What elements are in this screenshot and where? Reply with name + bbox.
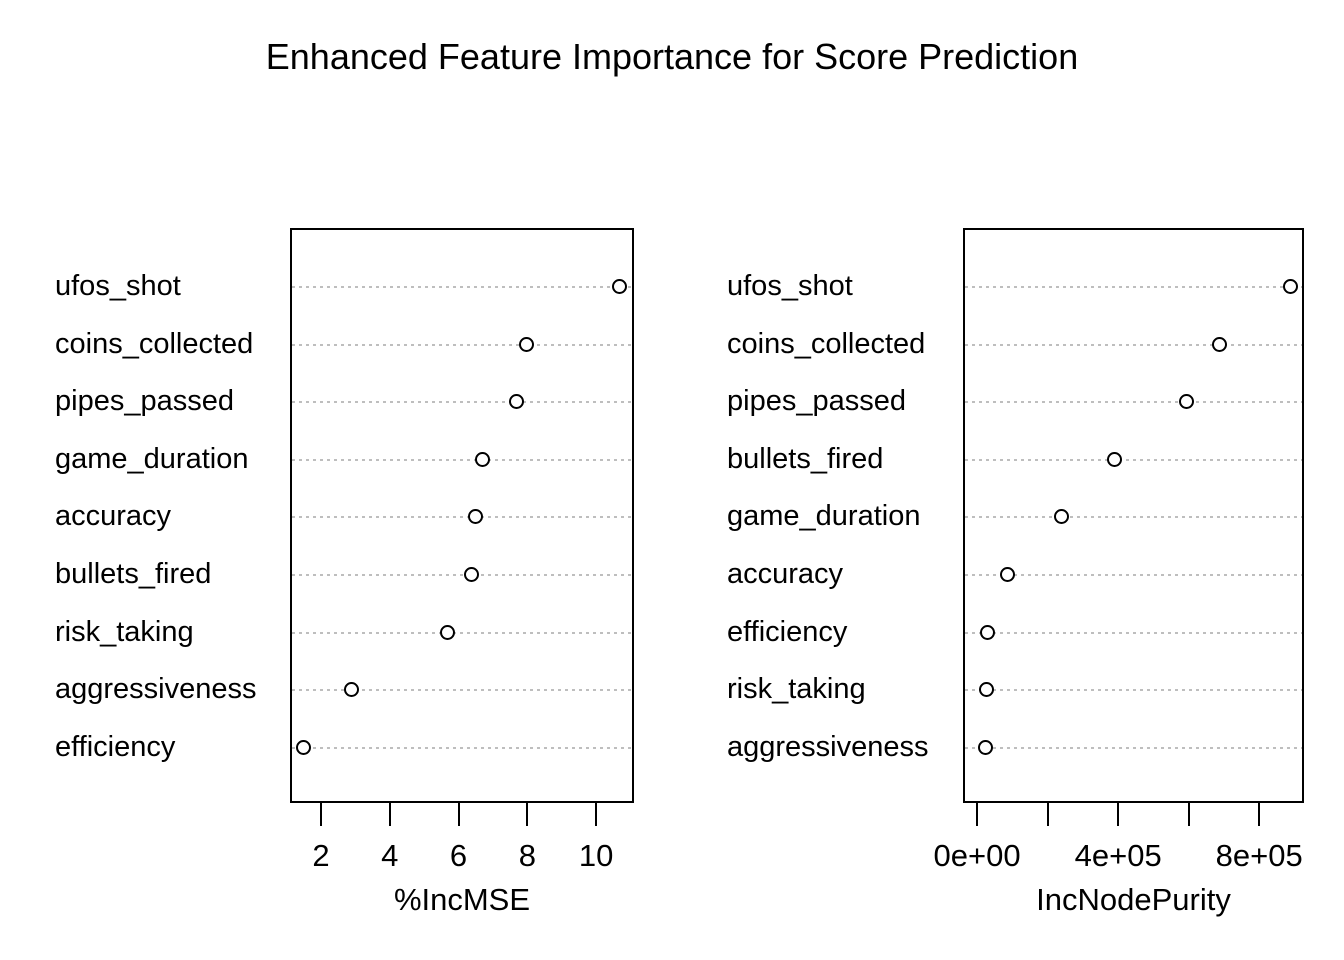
- plot-box: [290, 228, 634, 803]
- grid-line: [292, 746, 632, 749]
- data-point: [440, 624, 456, 640]
- tick-label: 10: [578, 838, 614, 873]
- data-point: [1178, 394, 1194, 410]
- tick-label: 2: [312, 838, 330, 873]
- category-label: pipes_passed: [727, 385, 906, 418]
- grid-line: [292, 343, 632, 346]
- x-axis-label: %IncMSE: [393, 882, 531, 917]
- grid-line: [292, 689, 632, 692]
- tick-label: 0e+00: [933, 838, 1021, 873]
- category-label: risk_taking: [55, 615, 194, 648]
- grid-line: [965, 574, 1302, 576]
- axis-tick: [1046, 803, 1049, 826]
- category-label: ufos_shot: [55, 269, 181, 302]
- grid-line: [965, 343, 1302, 346]
- axis-tick: [1258, 803, 1261, 826]
- data-point: [343, 682, 359, 698]
- grid-line: [965, 516, 1302, 519]
- data-point: [1212, 336, 1228, 352]
- category-label: coins_collected: [55, 327, 254, 360]
- grid-line: [965, 746, 1302, 749]
- category-label: efficiency: [55, 730, 176, 763]
- grid-line: [292, 574, 632, 576]
- data-point: [295, 739, 311, 755]
- grid-line: [965, 458, 1302, 461]
- grid-line: [965, 286, 1302, 288]
- data-point: [464, 567, 480, 582]
- plot-box: [963, 228, 1304, 803]
- category-label: bullets_fired: [55, 557, 212, 590]
- tick-label: 8: [518, 838, 536, 873]
- axis-tick: [976, 803, 979, 826]
- category-label: aggressiveness: [55, 673, 257, 706]
- grid-line: [292, 631, 632, 634]
- axis-tick: [388, 803, 391, 826]
- axis-tick: [526, 803, 529, 826]
- grid-line: [292, 458, 632, 461]
- category-label: accuracy: [55, 500, 172, 533]
- tick-label: 8e+05: [1215, 838, 1303, 873]
- category-label: aggressiveness: [727, 730, 929, 763]
- data-point: [978, 682, 994, 698]
- data-point: [1053, 509, 1069, 525]
- data-point: [509, 394, 525, 410]
- tick-label: 4e+05: [1074, 838, 1162, 873]
- chart-title: Enhanced Feature Importance for Score Pr…: [265, 36, 1079, 77]
- category-label: risk_taking: [727, 673, 866, 706]
- category-label: ufos_shot: [727, 269, 853, 302]
- category-label: coins_collected: [727, 327, 926, 360]
- axis-tick: [1187, 803, 1190, 826]
- data-point: [1106, 451, 1122, 467]
- data-point: [519, 336, 535, 352]
- category-label: accuracy: [727, 557, 844, 590]
- data-point: [612, 279, 628, 294]
- axis-tick: [319, 803, 322, 826]
- grid-line: [292, 286, 632, 288]
- data-point: [999, 567, 1015, 582]
- category-label: pipes_passed: [55, 385, 234, 418]
- grid-line: [292, 401, 632, 404]
- data-point: [977, 739, 993, 755]
- data-point: [1282, 279, 1298, 294]
- data-point: [980, 624, 996, 640]
- data-point: [467, 509, 483, 525]
- axis-tick: [1117, 803, 1120, 826]
- grid-line: [965, 401, 1302, 404]
- tick-label: 6: [449, 838, 468, 873]
- category-label: efficiency: [727, 615, 848, 648]
- axis-tick: [595, 803, 598, 826]
- x-axis-label: IncNodePurity: [1036, 882, 1231, 917]
- data-point: [474, 451, 490, 467]
- axis-tick: [457, 803, 460, 826]
- grid-line: [292, 516, 632, 519]
- category-label: game_duration: [727, 500, 921, 533]
- grid-line: [965, 689, 1302, 692]
- category-label: game_duration: [55, 442, 249, 475]
- category-label: bullets_fired: [727, 442, 884, 475]
- grid-line: [965, 631, 1302, 634]
- tick-label: 4: [381, 838, 399, 873]
